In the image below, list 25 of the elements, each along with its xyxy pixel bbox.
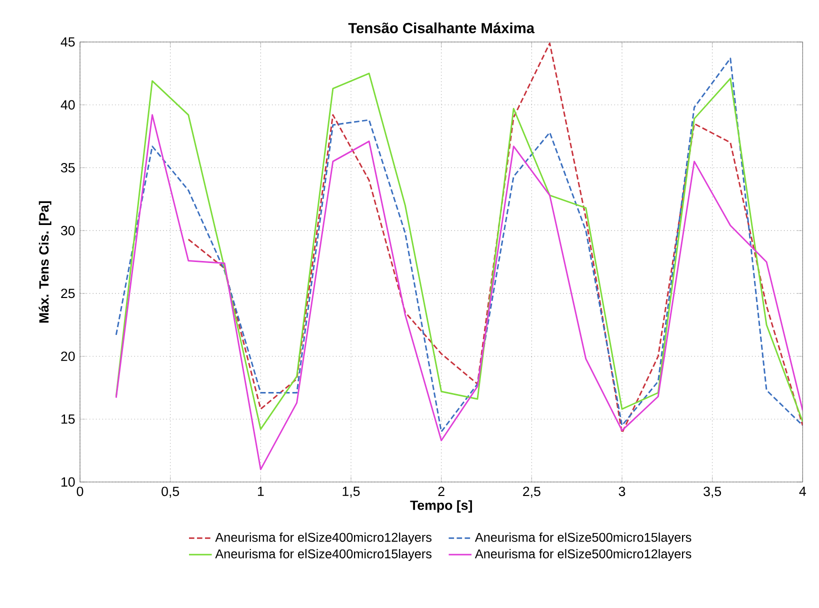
x-tick-label: 2 bbox=[438, 486, 444, 496]
x-tick-label: 1 bbox=[258, 486, 264, 496]
y-tick-label: 15 bbox=[61, 414, 75, 424]
x-tick-label: 1,5 bbox=[342, 486, 360, 498]
x-tick-label: 4 bbox=[799, 486, 806, 496]
x-tick-label: 2,5 bbox=[523, 486, 540, 498]
x-tick-label: 3 bbox=[618, 486, 626, 496]
y-tick-label: 10 bbox=[61, 477, 75, 487]
chart-title: Tensão Cisalhante Máxima bbox=[348, 22, 535, 34]
x-tick-label: 0,5 bbox=[162, 486, 180, 498]
legend-label: Aneurisma for elSize400micro12layers bbox=[215, 532, 432, 544]
x-tick-label: 3,5 bbox=[704, 486, 722, 498]
x-axis-title: Tempo [s] bbox=[410, 500, 472, 513]
y-tick-label: 25 bbox=[61, 288, 75, 298]
x-tick-label: 0 bbox=[76, 486, 84, 496]
legend-label: Aneurisma for elSize500micro15layers bbox=[474, 532, 692, 544]
y-tick-label: 40 bbox=[60, 100, 75, 110]
line-series bbox=[115, 114, 803, 470]
y-tick-label: 45 bbox=[60, 37, 75, 47]
y-tick-label: 30 bbox=[60, 226, 75, 236]
y-tick-label: 20 bbox=[61, 352, 75, 361]
y-axis-title: Máx. Tens Cis. [Pa] bbox=[38, 201, 52, 323]
legend-label: Aneurisma for elSize500micro12layers bbox=[474, 549, 692, 561]
legend-label: Aneurisma for elSize400micro15layers bbox=[215, 549, 432, 561]
y-tick-label: 35 bbox=[60, 163, 75, 172]
